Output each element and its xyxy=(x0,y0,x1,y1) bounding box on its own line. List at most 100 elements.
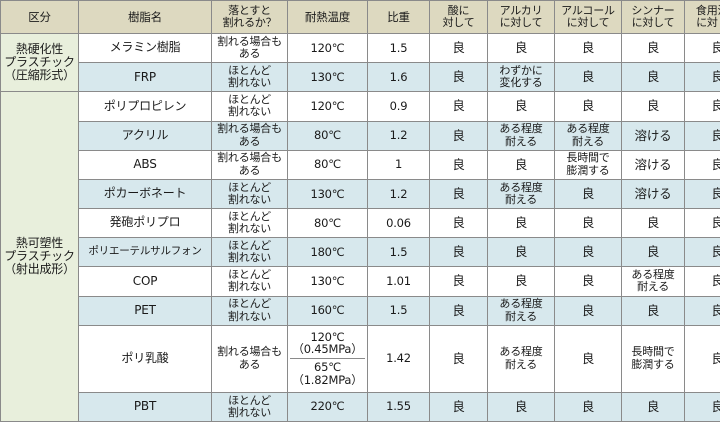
breakage-cell: ほとんど 割れない xyxy=(211,91,288,122)
specific-gravity-cell: 1 xyxy=(367,149,430,180)
category-cell-thermoset: 熱硬化性 プラスチック （圧縮形式） xyxy=(0,32,79,93)
header-row: 区分 樹脂名 落とすと 割れるか？ 耐熱温度 比重 酸に 対して アルカリ に対… xyxy=(0,0,720,34)
alcohol-cell: 長時間で 膨潤する xyxy=(554,149,622,180)
acid-cell: 良 xyxy=(429,266,488,297)
specific-gravity-cell: 1.55 xyxy=(367,391,430,422)
breakage-cell: ほとんど 割れない xyxy=(211,295,288,326)
thinner-cell: 良 xyxy=(621,208,685,239)
alkali-cell: 良 xyxy=(487,208,555,239)
heat-temp-secondary-condition: （1.82MPa） xyxy=(292,373,363,388)
alkali-cell: ある程度 耐える xyxy=(487,324,555,393)
column-header-acid-line1: 酸に xyxy=(447,3,470,17)
alcohol-cell: 良 xyxy=(554,178,622,210)
breakage-cell-line2: ある xyxy=(238,357,261,371)
thinner-cell: 良 xyxy=(621,91,685,122)
alcohol-cell: 良 xyxy=(554,237,622,268)
column-header-acid-line2: 対して xyxy=(442,16,475,29)
acid-cell: 良 xyxy=(429,178,488,210)
heat-temp-cell: 130℃ xyxy=(287,62,368,93)
alcohol-cell-line1: ある程度 xyxy=(566,122,610,136)
acid-cell: 良 xyxy=(429,149,488,180)
alcohol-cell: 良 xyxy=(554,91,622,122)
thinner-cell: ある程度 耐える xyxy=(621,266,685,297)
column-header-alkali-line2: に対して xyxy=(499,16,543,29)
column-header-alcohol-line1: アルコール xyxy=(561,3,615,17)
table-header: 区分 樹脂名 落とすと 割れるか？ 耐熱温度 比重 酸に 対して アルカリ に対… xyxy=(0,0,720,34)
breakage-cell-line1: 割れる場合も xyxy=(217,151,282,165)
alcohol-cell: 良 xyxy=(554,32,622,64)
thinner-cell: 溶ける xyxy=(621,149,685,180)
alkali-cell: ある程度 耐える xyxy=(487,295,555,326)
alkali-cell-line2: 耐える xyxy=(504,357,538,371)
thinner-cell: 良 xyxy=(621,237,685,268)
breakage-cell-line2: 割れない xyxy=(227,280,272,294)
heat-temp-cell: 120℃ （0.45MPa） 65℃ （1.82MPa） xyxy=(287,324,368,393)
column-header-alkali-line1: アルカリ xyxy=(499,3,543,17)
edible-oil-cell: 良 xyxy=(684,62,720,93)
breakage-cell-line2: 割れない xyxy=(227,222,272,236)
breakage-cell-line1: ほとんど xyxy=(228,93,271,107)
thinner-cell: 長時間で 膨潤する xyxy=(621,324,685,393)
breakage-cell: 割れる場合も ある xyxy=(211,324,288,393)
breakage-cell: ほとんど 割れない xyxy=(211,237,288,268)
alkali-cell-line2: 変化する xyxy=(499,76,543,90)
breakage-cell-line2: 割れない xyxy=(227,309,272,323)
category-label-line3: （圧縮形式） xyxy=(4,68,75,83)
alcohol-cell: 良 xyxy=(554,266,622,297)
heat-temp-cell: 120℃ xyxy=(287,91,368,122)
alkali-cell: 良 xyxy=(487,391,555,422)
alkali-cell-line2: 耐える xyxy=(504,309,538,323)
breakage-cell-line2: ある xyxy=(238,134,261,148)
breakage-cell-line1: ほとんど xyxy=(228,209,271,223)
acid-cell: 良 xyxy=(429,208,488,239)
heat-temp-cell: 120℃ xyxy=(287,32,368,64)
alcohol-cell: 良 xyxy=(554,208,622,239)
breakage-cell: ほとんど 割れない xyxy=(211,266,288,297)
heat-temp-cell: 220℃ xyxy=(287,391,368,422)
heat-temp-primary: 120℃ （0.45MPa） xyxy=(290,329,365,360)
thinner-cell: 溶ける xyxy=(621,120,685,151)
thinner-cell: 良 xyxy=(621,295,685,326)
heat-temp-cell: 80℃ xyxy=(287,149,368,180)
table-row: 熱可塑性 プラスチック （射出成形） ポリプロピレン ほとんど 割れない 120℃ 0.9 良良… xyxy=(0,91,720,422)
acid-cell: 良 xyxy=(429,295,488,326)
acid-cell: 良 xyxy=(429,62,488,93)
thinner-cell: 溶ける xyxy=(621,178,685,210)
acid-cell: 良 xyxy=(429,391,488,422)
column-header-resin-name: 樹脂名 xyxy=(78,0,212,34)
column-header-edible-oil: 食用油類 に対して xyxy=(684,0,720,34)
alkali-cell-line1: ある程度 xyxy=(499,297,543,311)
thinner-cell: 良 xyxy=(621,391,685,422)
specific-gravity-cell: 1.2 xyxy=(367,178,430,210)
column-header-thinner-line1: シンナー xyxy=(631,3,675,17)
heat-temp-cell: 160℃ xyxy=(287,295,368,326)
breakage-cell-line1: 割れる場合も xyxy=(217,34,282,48)
acid-cell: 良 xyxy=(429,120,488,151)
thinner-cell: 良 xyxy=(621,32,685,64)
heat-temp-cell: 80℃ xyxy=(287,120,368,151)
alkali-cell: ある程度 耐える xyxy=(487,120,555,151)
edible-oil-cell: 良 xyxy=(684,266,720,297)
breakage-cell-line2: 割れない xyxy=(227,251,272,265)
alkali-cell: 良 xyxy=(487,237,555,268)
breakage-cell-line2: 割れない xyxy=(227,192,272,206)
resin-name-cell: アクリル xyxy=(78,120,212,151)
column-header-category: 区分 xyxy=(0,0,79,34)
breakage-cell-line1: ほとんど xyxy=(228,393,271,407)
alkali-cell-line2: 耐える xyxy=(504,134,538,148)
breakage-cell-line1: ほとんど xyxy=(228,63,271,77)
acid-cell: 良 xyxy=(429,91,488,122)
table-row: ポリ乳酸 割れる場合も ある 120℃ （0.45MPa） 65℃ （1.82MPa） 1.4… xyxy=(1,324,720,393)
breakage-cell: 割れる場合も ある xyxy=(211,120,288,151)
edible-oil-cell: 良 xyxy=(684,149,720,180)
resin-name-cell: ポリプロピレン xyxy=(78,91,212,122)
edible-oil-cell: 良 xyxy=(684,237,720,268)
thinner-cell-line1: 長時間で xyxy=(631,345,675,359)
alkali-cell-line2: 耐える xyxy=(504,192,538,206)
thinner-cell: 良 xyxy=(621,62,685,93)
resin-name-cell: PET xyxy=(78,295,212,326)
breakage-cell: ほとんど 割れない xyxy=(211,178,288,210)
